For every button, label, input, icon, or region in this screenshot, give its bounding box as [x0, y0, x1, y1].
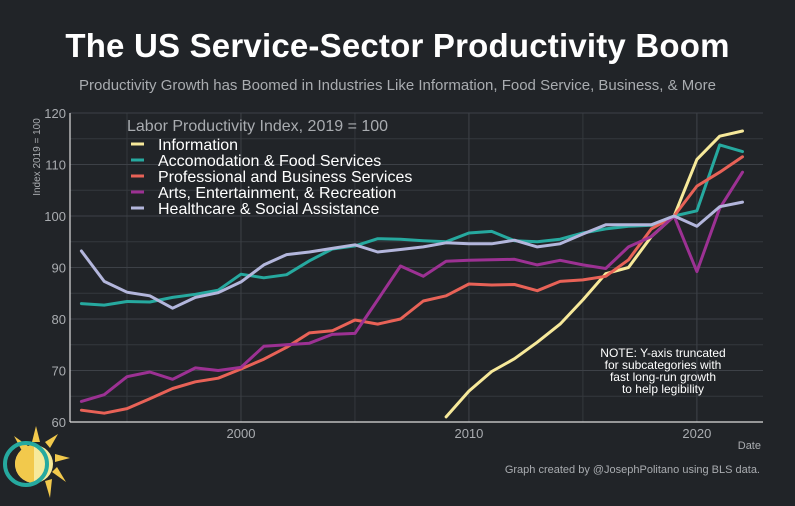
y-axis-label: Index 2019 = 100 [32, 118, 43, 196]
note: NOTE: Y-axis truncated for subcategories… [600, 346, 725, 396]
gridlines [70, 112, 763, 422]
y-tick-label: 110 [45, 158, 66, 173]
y-tick-label: 70 [52, 364, 66, 379]
series-line-professional-and-business-services [79, 155, 744, 415]
x-axis-label: Date [738, 440, 761, 452]
y-tick-label: 60 [52, 415, 66, 430]
tick-labels: 60 70 80 90 100 110 120 2000 2010 2020 [44, 106, 711, 441]
legend-label-information: Information [158, 137, 238, 154]
sun-logo-icon [3, 426, 70, 498]
note-line-2: for subcategories with [605, 358, 722, 372]
y-tick-label: 90 [52, 261, 66, 276]
chart-title: The US Service-Sector Productivity Boom [65, 27, 730, 64]
note-line-4: to help legibility [622, 382, 704, 396]
legend-label-healthcare-social-assistance: Healthcare & Social Assistance [158, 201, 380, 218]
legend: Labor Productivity Index, 2019 = 100 Inf… [127, 118, 412, 218]
x-tick-label: 2000 [227, 426, 256, 441]
axes [69, 113, 763, 423]
y-tick-label: 120 [44, 106, 66, 121]
series-line-information [444, 129, 744, 419]
y-tick-label: 100 [44, 209, 66, 224]
note-line-1: NOTE: Y-axis truncated [600, 346, 725, 360]
credit-text: Graph created by @JosephPolitano using B… [505, 464, 760, 476]
legend-label-accomodation-food-services: Accomodation & Food Services [158, 153, 381, 170]
y-tick-label: 80 [52, 312, 66, 327]
legend-title: Labor Productivity Index, 2019 = 100 [127, 118, 388, 135]
legend-label-professional-and-business-services: Professional and Business Services [158, 169, 412, 186]
legend-label-arts-entertainment-recreation: Arts, Entertainment, & Recreation [158, 185, 396, 202]
x-tick-label: 2010 [454, 426, 483, 441]
series-line-arts-entertainment-recreation [79, 170, 744, 403]
x-tick-label: 2020 [682, 426, 711, 441]
chart-subtitle: Productivity Growth has Boomed in Indust… [79, 77, 716, 94]
note-line-3: fast long-run growth [610, 370, 716, 384]
series-line-healthcare-social-assistance [79, 200, 744, 310]
series-lines [79, 129, 744, 419]
